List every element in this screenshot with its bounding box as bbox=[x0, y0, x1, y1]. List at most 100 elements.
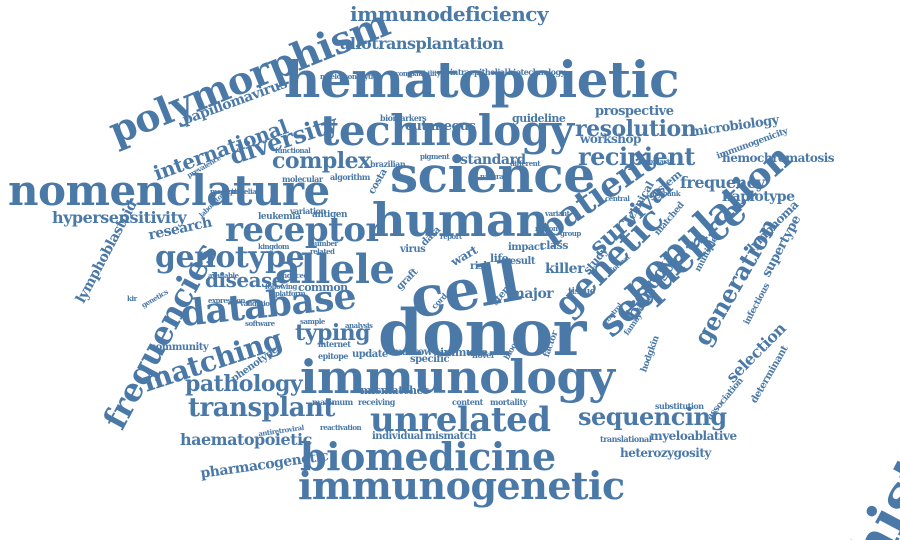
word-hypersensitivity: hypersensitivity bbox=[52, 208, 187, 227]
word-immune: immune bbox=[440, 346, 488, 359]
word-haematopoietic: haematopoietic bbox=[180, 430, 312, 449]
word-epitope: epitope bbox=[318, 351, 348, 361]
word-immunology: immunology bbox=[300, 350, 615, 404]
word-marrow: marrow bbox=[392, 347, 432, 358]
word-hodgkin: hodgkin bbox=[639, 334, 662, 374]
word-cutaneous: cutaneous bbox=[405, 119, 476, 134]
word-disease: disease bbox=[205, 268, 285, 292]
word-intraepithelial: intraepithelial bbox=[450, 67, 508, 77]
word-different: different bbox=[510, 159, 541, 168]
word-translational: translational bbox=[600, 434, 652, 444]
word-antigen: antigen bbox=[312, 210, 348, 220]
word-neoplasia: neoplasia bbox=[640, 157, 673, 166]
word-immunogenetic: immunogenetic bbox=[298, 463, 625, 508]
word-sequencing: sequencing bbox=[578, 402, 727, 431]
word-nomenclature: nomenclature bbox=[8, 166, 330, 215]
word-receiving: receiving bbox=[358, 397, 395, 407]
word-immunodeficiency: immunodeficiency bbox=[350, 2, 549, 26]
word-report: report bbox=[440, 232, 462, 241]
word-medicine: medicine bbox=[210, 187, 242, 196]
word-receptor: receptor bbox=[225, 210, 383, 250]
word-biomarkers: biomarkers bbox=[380, 113, 427, 123]
word-region: region bbox=[535, 224, 558, 233]
word-unrelated: unrelated bbox=[370, 400, 551, 440]
word-variant: variant bbox=[545, 209, 570, 218]
word-hematopoietic: hematopoietic bbox=[284, 50, 680, 109]
word-internet: internet bbox=[318, 339, 351, 349]
word-hemochromatosis: hemochromatosis bbox=[722, 151, 835, 165]
word-epithelial: epithelial bbox=[226, 187, 259, 196]
word-transplant: transplant bbox=[188, 393, 335, 423]
word-mortality: mortality bbox=[490, 397, 527, 407]
word-sample: sample bbox=[300, 317, 325, 326]
word-maximum: maximum bbox=[312, 397, 353, 407]
word-life: life bbox=[490, 252, 509, 265]
word-validation: validation bbox=[240, 299, 275, 308]
word-kir: kir bbox=[127, 294, 137, 303]
word-compatibility: compatibility bbox=[395, 69, 441, 78]
word-analysis: analysis bbox=[345, 321, 373, 330]
word-software: software bbox=[245, 319, 275, 328]
word-expression: expression bbox=[208, 296, 245, 305]
word-resolution: resolution bbox=[575, 116, 697, 142]
word-recipient: recipient bbox=[578, 142, 695, 171]
word-human: human bbox=[372, 193, 549, 247]
word-number: number bbox=[310, 239, 338, 248]
word-workshop: workshop bbox=[580, 132, 641, 146]
word-haplotype: haplotype bbox=[722, 189, 795, 205]
word-science: science bbox=[390, 145, 595, 204]
word-biotechnology: biotechnology bbox=[508, 67, 565, 77]
word-platform: platform bbox=[275, 289, 306, 298]
word-mismatch: mismatch bbox=[425, 431, 477, 442]
word-class: class bbox=[540, 239, 568, 252]
word-central: central bbox=[605, 194, 630, 203]
word-following: following bbox=[265, 282, 297, 291]
word-algorithm: algorithm bbox=[330, 172, 370, 182]
word-heterozygosity: heterozygosity bbox=[620, 446, 711, 460]
word-tissue: tissue bbox=[568, 287, 595, 297]
word-myeloablative: myeloablative bbox=[650, 429, 737, 443]
word-update: update bbox=[352, 349, 388, 360]
word-related: related bbox=[310, 247, 335, 256]
word-prospective: prospective bbox=[595, 104, 674, 119]
word-pigment: pigment bbox=[420, 152, 450, 161]
word-variation: variation bbox=[290, 206, 326, 216]
word-available: available bbox=[208, 271, 239, 280]
word-content: content bbox=[452, 397, 483, 407]
word-mismatches: mismatches bbox=[360, 384, 429, 397]
word-technology: technology bbox=[320, 106, 574, 155]
word-specific: specific bbox=[410, 354, 450, 365]
word-histocompatibility: histocompatibility bbox=[835, 52, 900, 540]
word-impact: impact bbox=[508, 242, 544, 253]
word-reactivation: reactivation bbox=[320, 423, 362, 432]
word-killer: killer bbox=[545, 261, 584, 277]
word-standard: standard bbox=[460, 152, 526, 168]
word-guideline: guideline bbox=[512, 112, 566, 125]
word-functional: functional bbox=[275, 146, 311, 155]
word-donor: donor bbox=[378, 296, 586, 371]
word-typing: typing bbox=[295, 320, 371, 346]
word-molecular: molecular bbox=[282, 174, 323, 184]
word-myelomonocytic: myelomonocytic bbox=[320, 72, 377, 81]
word-virus: virus bbox=[400, 244, 426, 255]
word-genotype: genotype bbox=[155, 240, 305, 275]
word-allele: allele bbox=[275, 246, 395, 293]
word-pathology: pathology bbox=[185, 371, 303, 397]
word-complex: complex bbox=[272, 148, 371, 174]
word-brazilian: brazilian bbox=[370, 159, 406, 169]
word-natural: natural bbox=[480, 172, 506, 181]
word-frequency: frequency bbox=[680, 173, 765, 192]
word-novel: novel bbox=[472, 350, 494, 360]
word-major: major bbox=[510, 286, 554, 302]
word-community: community bbox=[150, 342, 209, 353]
word-biobank: biobank bbox=[652, 189, 681, 198]
word-biomedicine: biomedicine bbox=[300, 434, 556, 479]
word-group: group bbox=[560, 229, 581, 238]
word-kingdom: kingdom bbox=[258, 242, 289, 251]
word-leukemia: leukemia bbox=[258, 212, 301, 222]
word-result: result bbox=[505, 256, 535, 267]
word-risk: risk bbox=[470, 261, 490, 272]
word-induced: induced bbox=[280, 271, 308, 280]
word-substitution: substitution bbox=[655, 401, 704, 411]
